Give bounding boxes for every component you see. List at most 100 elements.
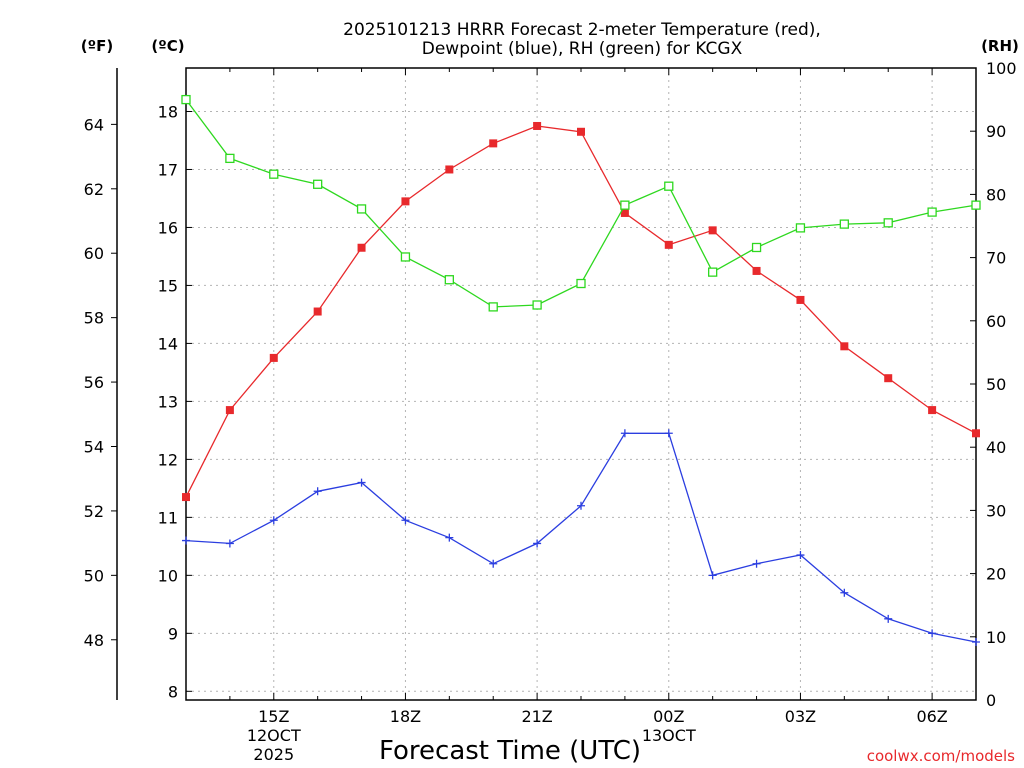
x-tick-label: 15Z [258, 707, 289, 726]
rh-point [313, 179, 323, 189]
rh-point [620, 200, 630, 210]
rh-point [839, 219, 849, 229]
dewpoint-point [928, 629, 937, 638]
rh-point [708, 267, 718, 277]
2-meter-temperature-point [357, 243, 366, 252]
x-date-label: 12OCT [247, 726, 301, 745]
dewpoint-point [489, 559, 498, 568]
dewpoint-point [577, 501, 585, 510]
2-meter-temperature-point [796, 295, 805, 304]
rh-point [795, 223, 806, 233]
rh-tick-label: 30 [986, 501, 1006, 520]
celsius-tick-label: 10 [158, 566, 178, 585]
dewpoint-point [708, 571, 717, 580]
celsius-tick-label: 13 [158, 392, 178, 411]
dewpoint-point [269, 516, 278, 525]
celsius-tick-label: 16 [158, 218, 178, 237]
rh-tick-label: 90 [986, 122, 1006, 141]
fahrenheit-tick-label: 64 [84, 115, 104, 134]
fahrenheit-tick-label: 52 [84, 502, 104, 521]
rh-point [751, 242, 762, 253]
dewpoint-point [313, 487, 322, 496]
rh-tick-label: 80 [986, 185, 1006, 204]
celsius-tick-label: 14 [158, 334, 178, 353]
2-meter-temperature-point [225, 406, 234, 415]
rh-point [269, 169, 279, 179]
fahrenheit-axis-label: (ºF) [81, 37, 113, 55]
fahrenheit-tick-label: 58 [84, 309, 104, 328]
dewpoint-point [796, 551, 805, 560]
dewpoint-point [972, 638, 980, 647]
dewpoint-point [445, 533, 454, 542]
rh-point [664, 181, 674, 191]
2-meter-temperature-point [269, 353, 278, 362]
celsius-tick-label: 11 [158, 508, 178, 527]
2-meter-temperature-point [840, 342, 849, 351]
dewpoint-point [225, 539, 234, 548]
2-meter-temperature-point [489, 139, 498, 148]
rh-point [488, 302, 498, 312]
fahrenheit-tick-label: 54 [84, 437, 104, 456]
x-tick-label: 21Z [521, 707, 552, 726]
rh-point [181, 94, 191, 105]
x-date-label: 13OCT [642, 726, 696, 745]
2-meter-temperature-point [445, 165, 454, 174]
dewpoint-point [840, 588, 849, 597]
celsius-tick-label: 18 [158, 102, 178, 121]
rh-tick-label: 50 [986, 375, 1006, 394]
2-meter-temperature-point [972, 429, 980, 438]
dewpoint-point [401, 516, 410, 525]
rh-tick-label: 70 [986, 249, 1006, 268]
2-meter-temperature-point [401, 197, 410, 206]
plot-frame [185, 67, 977, 701]
2-meter-temperature-point [577, 127, 585, 136]
dewpoint-point [533, 539, 542, 548]
rh-tick-label: 100 [986, 59, 1017, 78]
2-meter-temperature-point [884, 374, 893, 383]
dewpoint-point [884, 614, 893, 623]
celsius-tick-label: 17 [158, 160, 178, 179]
2-meter-temperature-point [708, 226, 717, 235]
celsius-tick-label: 15 [158, 276, 178, 295]
rh-point [883, 218, 893, 228]
dewpoint-point [357, 478, 366, 487]
2-meter-temperature-point [313, 307, 322, 316]
2-meter-temperature-point [620, 208, 629, 217]
rh-point [444, 275, 454, 285]
rh-tick-label: 20 [986, 565, 1006, 584]
rh-point [356, 204, 367, 214]
2-meter-temperature-point [664, 240, 673, 249]
rh-point [576, 278, 586, 289]
rh-axis-label: (RH) [981, 37, 1019, 55]
x-date-label: 2025 [253, 745, 294, 764]
2-meter-temperature-point [928, 406, 937, 415]
rh-point [532, 300, 542, 310]
rh-tick-label: 60 [986, 312, 1006, 331]
dewpoint-point [664, 429, 673, 438]
rh-tick-label: 0 [986, 691, 996, 710]
dewpoint-point [620, 429, 629, 438]
fahrenheit-tick-label: 60 [84, 244, 104, 263]
x-tick-label: 18Z [390, 707, 421, 726]
x-tick-label: 00Z [653, 707, 684, 726]
celsius-tick-label: 12 [158, 450, 178, 469]
data-series [181, 94, 981, 647]
rh-tick-label: 10 [986, 628, 1006, 647]
gridlines [186, 68, 976, 700]
fahrenheit-tick-label: 62 [84, 180, 104, 199]
2-meter-temperature-point [533, 121, 542, 130]
dewpoint-point [752, 559, 761, 568]
fahrenheit-tick-label: 50 [84, 566, 104, 585]
2-meter-temperature-point [182, 493, 190, 502]
celsius-tick-label: 9 [168, 624, 178, 643]
chart-title-line-1: 2025101213 HRRR Forecast 2-meter Tempera… [343, 20, 821, 40]
rh-point [225, 153, 235, 164]
rh-point [971, 200, 981, 210]
rh-point [927, 207, 937, 217]
chart-title-line-2: Dewpoint (blue), RH (green) for KCGX [422, 39, 743, 59]
x-tick-label: 06Z [916, 707, 947, 726]
dewpoint-point [182, 536, 190, 545]
celsius-axis-label: (ºC) [151, 37, 184, 55]
dewpoint-line [185, 432, 977, 643]
